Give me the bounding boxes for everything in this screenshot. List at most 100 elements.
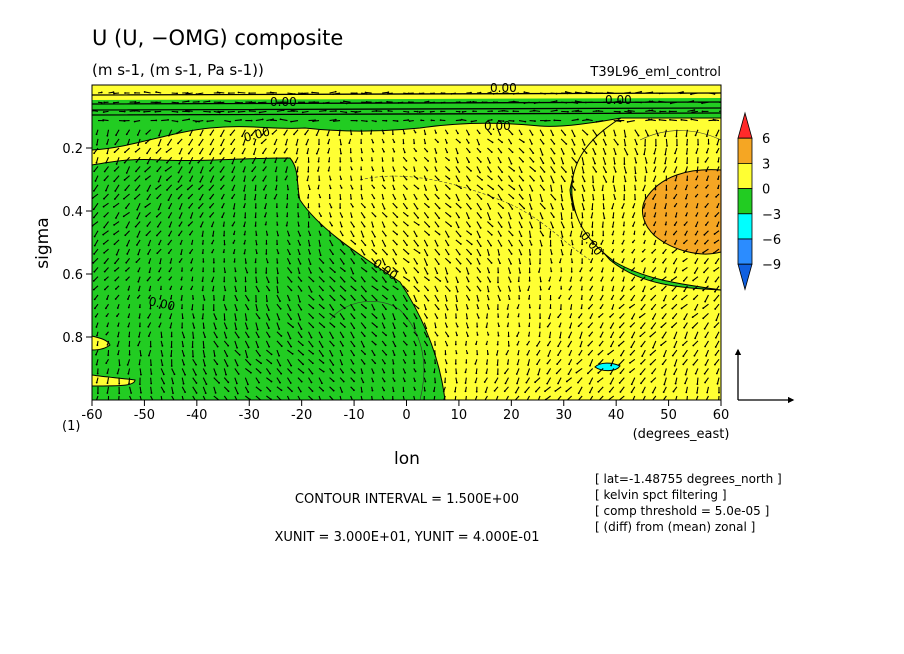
vector-arrow-head	[201, 280, 204, 283]
vector-arrow-head	[695, 225, 697, 228]
vector-arrow-head	[363, 253, 366, 256]
vector-arrow	[253, 138, 257, 145]
vector-arrow	[127, 368, 131, 374]
vector-arrow-head	[538, 335, 541, 338]
vector-arrow-head	[331, 354, 334, 357]
vector-arrow	[234, 368, 240, 375]
vector-arrow	[455, 184, 462, 189]
vector-arrow-head	[238, 353, 241, 356]
vector-arrow-head	[253, 143, 256, 146]
vector-arrow-head	[190, 261, 193, 264]
vector-arrow-head	[105, 189, 107, 192]
vector-arrow-head	[599, 335, 602, 338]
vector-arrow-head	[543, 171, 546, 173]
vector-arrow	[516, 377, 520, 384]
vector-arrow-head	[299, 244, 301, 246]
vector-arrow-head	[372, 169, 375, 172]
vector-arrow-head	[506, 325, 509, 328]
vector-arrow-head	[467, 272, 470, 275]
contour-label: 0.00	[605, 93, 632, 107]
vector-arrow-head	[225, 373, 227, 376]
vector-arrow	[160, 349, 164, 357]
vector-arrow-head	[392, 372, 395, 375]
vector-arrow	[124, 230, 130, 236]
vector-arrow-head	[223, 234, 225, 237]
vector-arrow	[684, 377, 688, 384]
x-axis-label: lon	[394, 449, 420, 469]
vector-arrow-head	[122, 215, 125, 218]
vector-arrow-head	[96, 372, 99, 375]
vector-arrow-head	[310, 290, 313, 293]
vector-arrow-head	[290, 271, 293, 274]
vector-arrow-head	[454, 362, 457, 365]
vector-arrow	[694, 303, 699, 311]
vector-arrow-head	[396, 216, 399, 218]
vector-arrow	[283, 129, 288, 135]
vector-arrow	[95, 395, 99, 400]
vector-arrow	[685, 129, 688, 137]
vector-arrow-head	[544, 92, 547, 95]
vector-arrow	[318, 109, 326, 112]
vector-arrow-head	[385, 308, 387, 311]
vector-arrow-head	[382, 170, 385, 173]
vector-arrow-head	[469, 197, 471, 200]
vector-arrow	[527, 359, 531, 366]
vector-arrow-head	[479, 227, 482, 229]
vector-arrow	[653, 147, 657, 154]
vector-arrow-head	[416, 110, 419, 113]
vector-arrow-head	[189, 252, 191, 254]
vector-arrow-head	[243, 206, 245, 209]
vector-arrow-head	[192, 337, 195, 339]
vector-arrow-head	[232, 252, 235, 255]
vector-arrow	[255, 377, 260, 383]
vector-arrow-head	[490, 233, 493, 236]
vector-arrow	[466, 239, 473, 245]
vector-arrow-head	[191, 308, 193, 311]
vector-arrow-head	[178, 207, 181, 210]
vector-arrow-head	[692, 100, 695, 102]
vector-arrow	[339, 257, 345, 265]
vector-arrow-head	[178, 162, 181, 165]
vector-arrow-head	[526, 373, 529, 376]
vector-arrow	[575, 91, 583, 94]
vector-arrow-head	[327, 169, 330, 172]
vector-arrow-head	[564, 90, 567, 93]
vector-arrow	[114, 138, 120, 145]
vector-arrow-head	[255, 271, 257, 274]
vector-arrow-head	[350, 216, 353, 218]
vector-arrow	[642, 184, 646, 191]
vector-arrow-head	[648, 100, 651, 103]
vector-arrow-head	[627, 109, 630, 112]
vector-arrow-head	[610, 298, 613, 301]
vector-arrow	[445, 202, 451, 208]
vector-arrow-head	[506, 308, 509, 310]
vector-arrow	[507, 221, 512, 228]
vector-arrow	[179, 147, 183, 154]
vector-arrow-head	[671, 317, 674, 320]
vector-arrow-head	[126, 143, 129, 146]
vector-arrow-head	[609, 382, 612, 385]
vector-arrow	[497, 202, 504, 209]
vector-arrow-head	[386, 100, 389, 103]
vector-arrow	[612, 221, 615, 228]
vector-arrow-head	[181, 326, 183, 329]
vector-arrow	[466, 230, 472, 235]
vector-arrow	[504, 377, 509, 384]
vector-arrow	[650, 349, 657, 356]
vector-arrow-head	[265, 252, 268, 255]
vector-arrow-head	[188, 143, 191, 146]
vector-arrow-head	[467, 217, 470, 220]
vector-arrow-head	[561, 236, 564, 238]
vector-arrow	[695, 368, 699, 374]
vector-arrow-head	[536, 363, 538, 366]
vector-arrow-head	[361, 372, 364, 374]
vector-arrow-head	[395, 243, 398, 246]
vector-arrow-head	[169, 317, 171, 320]
vector-arrow-head	[100, 91, 103, 94]
vector-arrow	[339, 248, 345, 255]
vector-arrow-head	[255, 243, 258, 246]
vector-arrow-head	[537, 373, 540, 376]
vector-arrow-head	[490, 262, 493, 264]
vector-arrow-head	[373, 308, 376, 311]
vector-arrow	[286, 358, 292, 366]
